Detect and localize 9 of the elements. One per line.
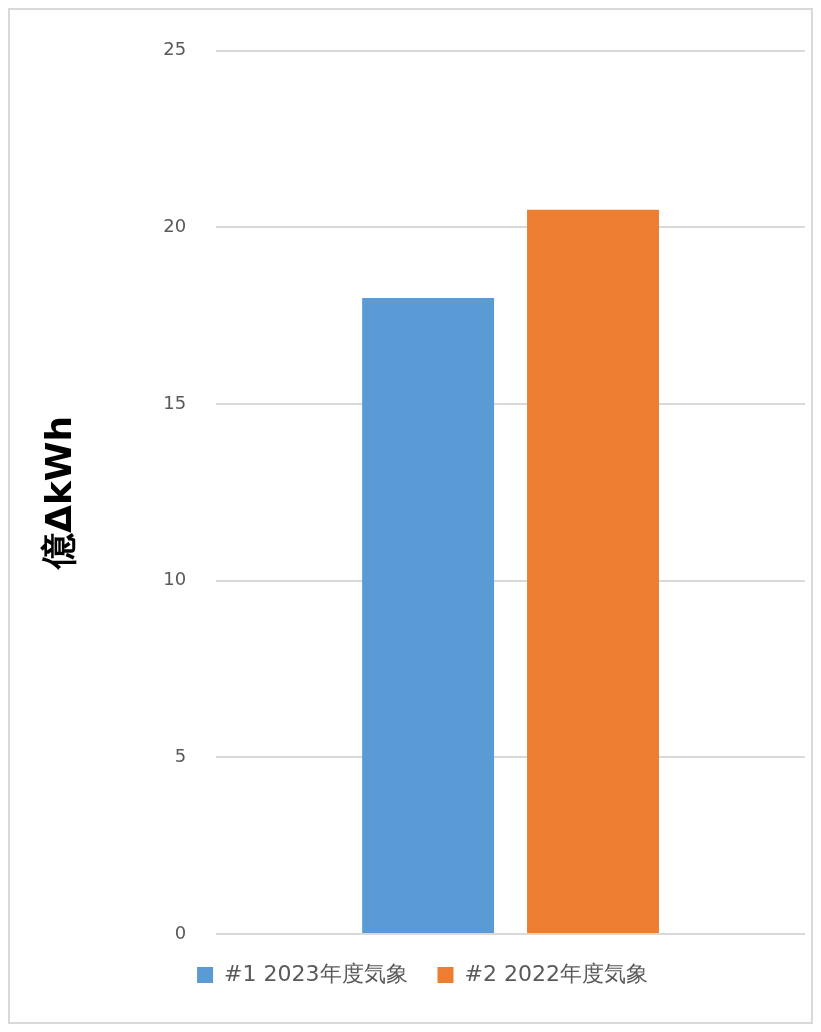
y-axis-title: 億ΔkWh xyxy=(37,415,79,571)
legend-label: #2 2022年度気象 xyxy=(464,960,648,986)
y-tick-label: 0 xyxy=(174,921,187,943)
y-tick-label: 25 xyxy=(163,38,187,60)
y-tick-label: 20 xyxy=(163,215,187,237)
y-tick-label: 10 xyxy=(163,568,187,590)
y-tick-label: 5 xyxy=(174,745,187,767)
legend-label: #1 2023年度気象 xyxy=(224,960,408,986)
y-tick-label: 15 xyxy=(163,391,187,413)
